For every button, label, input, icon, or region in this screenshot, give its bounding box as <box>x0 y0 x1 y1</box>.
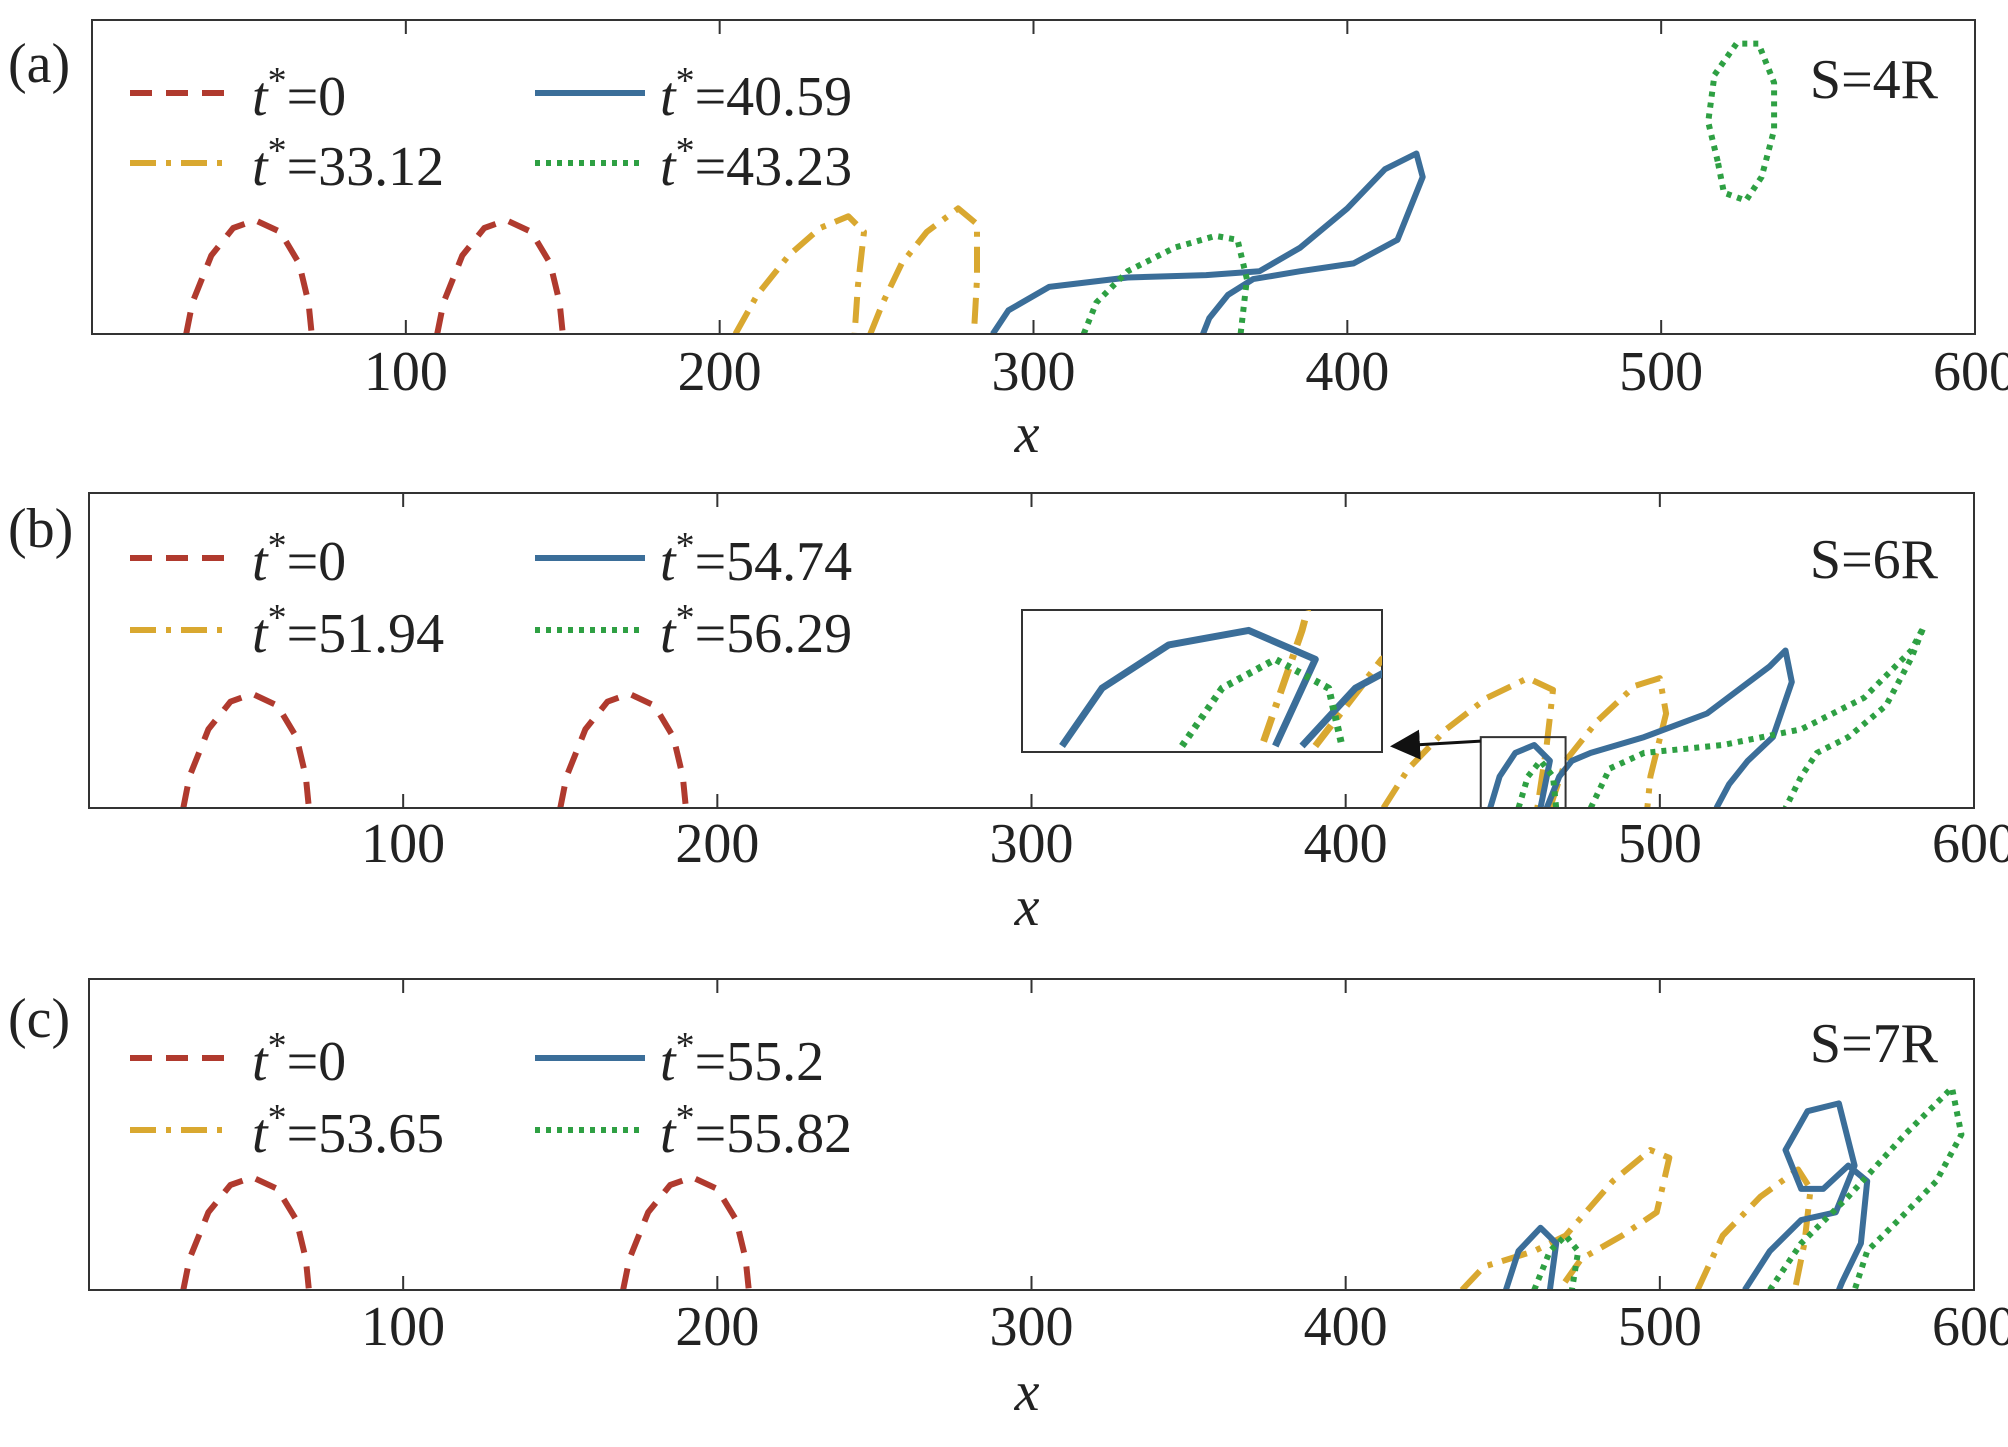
inset-series-2-curve-1 <box>1299 669 1382 749</box>
series-1-curve-0 <box>1380 675 1556 808</box>
legend: t*=0 t*=51.94 t*=54.74 t*=56.29 <box>130 525 852 665</box>
legend-value-2: =54.74 <box>695 531 853 593</box>
series-2-curve-1 <box>1742 1100 1871 1290</box>
zoom-arrow <box>1390 729 1481 760</box>
x-tick-label: 600 <box>1932 1296 2008 1358</box>
series-2-curve-1 <box>1543 647 1795 808</box>
series-3-curve-0 <box>1080 232 1250 334</box>
series-3-curve-1 <box>1587 623 1927 808</box>
series-1-curve-1 <box>1547 675 1670 808</box>
legend-label-1: t*=51.94 <box>252 597 444 665</box>
x-tick-label: 100 <box>361 1296 445 1358</box>
x-tick-label: 100 <box>364 341 448 403</box>
zoom-inset <box>1021 609 1567 809</box>
x-tick-label: 100 <box>361 813 445 875</box>
x-ticks: 100 200 300 400 500 600 <box>364 20 2008 403</box>
series-0-curve-0 <box>183 217 315 334</box>
legend-value-2: =55.2 <box>695 1031 825 1093</box>
series-1-curve-1 <box>867 205 980 334</box>
x-tick-label: 500 <box>1619 341 1703 403</box>
plot-curves <box>180 1084 1965 1290</box>
x-tick-label: 500 <box>1618 813 1702 875</box>
s-annotation: S=7R <box>1810 1013 1939 1075</box>
series-0-curve-0 <box>180 690 312 808</box>
legend-value-1: =33.12 <box>287 136 445 198</box>
legend-label-1: t*=53.65 <box>252 1097 444 1165</box>
x-axis-label: x <box>1014 1361 1040 1423</box>
x-tick-label: 500 <box>1618 1296 1702 1358</box>
x-axis-label: x <box>1014 876 1040 938</box>
panel-label: (b) <box>8 498 73 560</box>
x-axis-label: x <box>1014 403 1040 465</box>
x-ticks: 100 200 300 400 500 600 <box>361 979 2008 1358</box>
legend-label-0: t*=0 <box>252 1025 346 1093</box>
series-0-curve-1 <box>434 217 566 334</box>
series-0-curve-1 <box>620 1174 752 1290</box>
legend-label-2: t*=54.74 <box>660 525 852 593</box>
legend-label-3: t*=55.82 <box>660 1097 852 1165</box>
legend-value-0: =0 <box>287 1031 347 1093</box>
x-tick-label: 300 <box>990 1296 1074 1358</box>
legend-value-3: =56.29 <box>695 603 853 665</box>
legend-label-3: t*=43.23 <box>660 130 852 198</box>
series-0-curve-1 <box>557 690 689 808</box>
legend: t*=0 t*=53.65 t*=55.2 t*=55.82 <box>130 1025 852 1165</box>
legend-value-1: =53.65 <box>287 1103 445 1165</box>
series-0-curve-0 <box>180 1174 312 1290</box>
x-tick-label: 300 <box>992 341 1076 403</box>
series-2-curve-0 <box>990 150 1426 334</box>
plot-curves <box>180 623 1927 808</box>
series-3-curve-1 <box>1767 1084 1965 1290</box>
series-1-curve-1 <box>1694 1166 1814 1290</box>
series-2-curve-0 <box>1487 742 1553 808</box>
inset-series-1-curve-1 <box>1312 655 1382 749</box>
legend: t*=0 t*=33.12 t*=40.59 t*=43.23 <box>130 60 852 198</box>
legend-value-3: =43.23 <box>695 136 853 198</box>
x-tick-label: 400 <box>1304 813 1388 875</box>
legend-label-0: t*=0 <box>252 525 346 593</box>
panel-c: (c) S=7R t*=0 t*=53.65 t*=55.2 t*=55.82 … <box>8 978 2008 1423</box>
panel-b: (b) S=6R t*=0 t*=51.94 t*=54.74 t*=56.29… <box>8 492 2008 938</box>
legend-value-3: =55.82 <box>695 1103 853 1165</box>
s-annotation: S=6R <box>1810 529 1939 591</box>
series-3-curve-1 <box>1705 40 1778 204</box>
inset-curves <box>1059 610 1382 749</box>
x-ticks: 100 200 300 400 500 600 <box>361 493 2008 875</box>
legend-value-2: =40.59 <box>695 66 853 128</box>
x-tick-label: 200 <box>675 813 759 875</box>
legend-value-1: =51.94 <box>287 603 445 665</box>
panel-a: (a) S=4R t*=0 t*=33.12 t*=40.59 t*=43.23… <box>8 19 2008 465</box>
panel-label: (c) <box>8 988 70 1050</box>
x-tick-label: 400 <box>1305 341 1389 403</box>
inset-series-3-curve-0 <box>1179 655 1346 748</box>
s-annotation: S=4R <box>1810 49 1939 111</box>
panel-label: (a) <box>8 33 70 95</box>
x-tick-label: 200 <box>675 1296 759 1358</box>
legend-label-0: t*=0 <box>252 60 346 128</box>
series-2-curve-0 <box>1503 1224 1560 1290</box>
plot-curves <box>183 40 1778 334</box>
x-tick-label: 200 <box>678 341 762 403</box>
x-tick-label: 600 <box>1932 813 2008 875</box>
series-1-curve-0 <box>732 213 867 334</box>
zoom-source-box <box>1479 736 1567 809</box>
legend-label-2: t*=40.59 <box>660 60 852 128</box>
legend-value-0: =0 <box>287 531 347 593</box>
legend-label-3: t*=56.29 <box>660 597 852 665</box>
series-1-curve-0 <box>1459 1147 1673 1290</box>
legend-label-2: t*=55.2 <box>660 1025 824 1093</box>
legend-value-0: =0 <box>287 66 347 128</box>
x-tick-label: 400 <box>1304 1296 1388 1358</box>
legend-label-1: t*=33.12 <box>252 130 444 198</box>
x-tick-label: 600 <box>1933 341 2008 403</box>
x-tick-label: 300 <box>990 813 1074 875</box>
